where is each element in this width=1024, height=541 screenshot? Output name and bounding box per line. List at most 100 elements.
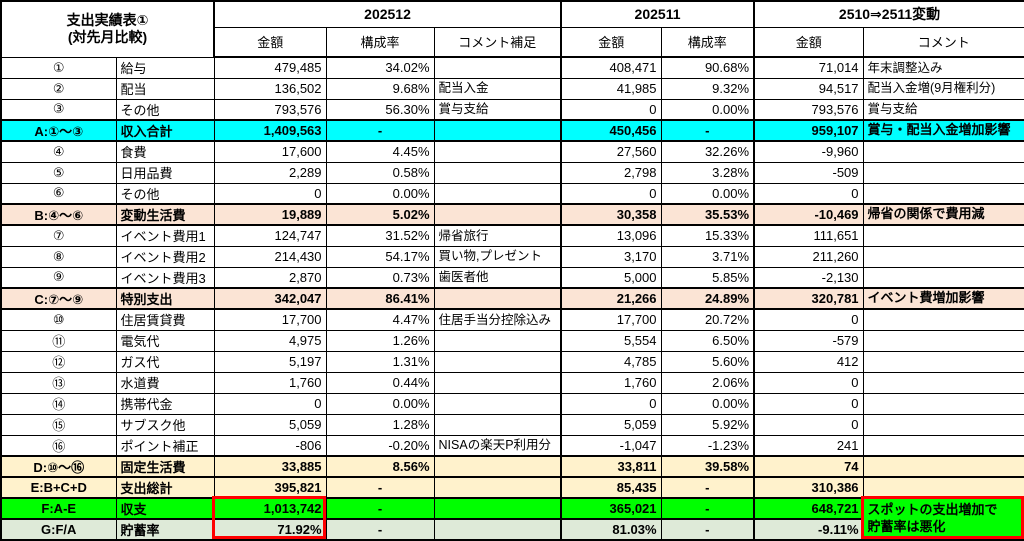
comment-cell-202512[interactable]: 帰省旅行 [433, 224, 563, 247]
item-label-cell[interactable]: 固定生活費 [115, 455, 215, 478]
amount-cell-202511[interactable]: 33,811 [560, 455, 662, 478]
ratio-cell-202512[interactable]: 0.00% [325, 182, 435, 205]
amount-cell-202512[interactable]: 1,409,563 [213, 119, 327, 142]
ratio-cell-202512[interactable]: 0.44% [325, 371, 435, 394]
amount-cell-202511[interactable]: 5,000 [560, 266, 662, 289]
comment-cell-202512[interactable] [433, 371, 563, 394]
row-id-cell[interactable]: ② [0, 77, 117, 100]
comment-cell-202512[interactable] [433, 119, 563, 142]
amount-cell-202511[interactable]: 408,471 [560, 56, 662, 79]
amount-cell-change[interactable]: 0 [753, 392, 864, 415]
row-id-cell[interactable]: ④ [0, 140, 117, 163]
comment-cell-change[interactable] [862, 476, 1024, 499]
comment-cell-202512[interactable] [433, 329, 563, 352]
amount-cell-202511[interactable]: 17,700 [560, 308, 662, 331]
item-label-cell[interactable]: 変動生活費 [115, 203, 215, 226]
ratio-cell-202511[interactable]: 15.33% [660, 224, 756, 247]
ratio-cell-202512[interactable]: 4.45% [325, 140, 435, 163]
amount-cell-change[interactable]: 111,651 [753, 224, 864, 247]
amount-cell-202512[interactable]: 5,197 [213, 350, 327, 373]
comment-cell-202512[interactable] [433, 518, 563, 541]
comment-cell-202512[interactable] [433, 56, 563, 79]
amount-cell-202511[interactable]: 0 [560, 98, 662, 121]
row-id-cell[interactable]: ⑪ [0, 329, 117, 352]
amount-cell-202512[interactable]: 5,059 [213, 413, 327, 436]
item-label-cell[interactable]: 日用品費 [115, 161, 215, 184]
comment-cell-change[interactable] [862, 224, 1024, 247]
row-id-cell[interactable]: ③ [0, 98, 117, 121]
row-id-cell[interactable]: D:⑩～⑯ [0, 455, 117, 478]
amount-cell-202511[interactable]: 0 [560, 392, 662, 415]
amount-cell-change[interactable]: -579 [753, 329, 864, 352]
comment-cell-change[interactable]: 年末調整込み [862, 56, 1024, 79]
item-label-cell[interactable]: 支出総計 [115, 476, 215, 499]
ratio-cell-202512[interactable]: 4.47% [325, 308, 435, 331]
ratio-cell-202512[interactable]: - [325, 476, 435, 499]
amount-cell-202512[interactable]: 342,047 [213, 287, 327, 310]
row-id-cell[interactable]: ⑨ [0, 266, 117, 289]
ratio-cell-202511[interactable]: -1.23% [660, 434, 756, 457]
item-label-cell[interactable]: 特別支出 [115, 287, 215, 310]
comment-cell-change[interactable] [862, 329, 1024, 352]
row-id-cell[interactable]: F:A-E [0, 497, 117, 520]
amount-cell-202512[interactable]: 214,430 [213, 245, 327, 268]
amount-cell-change[interactable]: 320,781 [753, 287, 864, 310]
amount-cell-202511[interactable]: 1,760 [560, 371, 662, 394]
amount-cell-change[interactable]: 412 [753, 350, 864, 373]
ratio-cell-202511[interactable]: 2.06% [660, 371, 756, 394]
amount-cell-202512[interactable]: 0 [213, 182, 327, 205]
item-label-cell[interactable]: イベント費用3 [115, 266, 215, 289]
amount-cell-202511[interactable]: 41,985 [560, 77, 662, 100]
comment-cell-change[interactable] [862, 350, 1024, 373]
row-id-cell[interactable]: ⑧ [0, 245, 117, 268]
ratio-cell-202512[interactable]: 0.58% [325, 161, 435, 184]
amount-cell-change[interactable]: 648,721 [753, 497, 864, 520]
amount-cell-202512[interactable]: 71.92% [213, 518, 327, 541]
item-label-cell[interactable]: 住居賃貸費 [115, 308, 215, 331]
ratio-cell-202511[interactable]: 5.60% [660, 350, 756, 373]
ratio-cell-202512[interactable]: 54.17% [325, 245, 435, 268]
comment-cell-change[interactable]: イベント費増加影響 [862, 287, 1024, 310]
amount-cell-202512[interactable]: 2,289 [213, 161, 327, 184]
ratio-cell-202511[interactable]: 35.53% [660, 203, 756, 226]
ratio-cell-202512[interactable]: 1.28% [325, 413, 435, 436]
amount-cell-202511[interactable]: 365,021 [560, 497, 662, 520]
header-amount-202512[interactable]: 金額 [213, 26, 327, 58]
header-comment-supplement[interactable]: コメント補足 [433, 26, 563, 58]
comment-cell-202512[interactable] [433, 287, 563, 310]
comment-cell-202512[interactable] [433, 161, 563, 184]
row-id-cell[interactable]: B:④～⑥ [0, 203, 117, 226]
item-label-cell[interactable]: ガス代 [115, 350, 215, 373]
amount-cell-change[interactable]: 0 [753, 413, 864, 436]
item-label-cell[interactable]: 収支 [115, 497, 215, 520]
row-id-cell[interactable]: ⑩ [0, 308, 117, 331]
amount-cell-change[interactable]: -9,960 [753, 140, 864, 163]
amount-cell-202511[interactable]: 2,798 [560, 161, 662, 184]
amount-cell-change[interactable]: 241 [753, 434, 864, 457]
header-comment-change[interactable]: コメント [862, 26, 1024, 58]
ratio-cell-202512[interactable]: 0.73% [325, 266, 435, 289]
comment-cell-202512[interactable]: 歯医者他 [433, 266, 563, 289]
comment-cell-change[interactable] [862, 266, 1024, 289]
row-id-cell[interactable]: ⑤ [0, 161, 117, 184]
ratio-cell-202511[interactable]: 0.00% [660, 392, 756, 415]
item-label-cell[interactable]: 給与 [115, 56, 215, 79]
ratio-cell-202512[interactable]: - [325, 119, 435, 142]
amount-cell-202512[interactable]: 19,889 [213, 203, 327, 226]
row-id-cell[interactable]: ⑥ [0, 182, 117, 205]
ratio-cell-202511[interactable]: 5.92% [660, 413, 756, 436]
ratio-cell-202511[interactable]: 39.58% [660, 455, 756, 478]
amount-cell-202511[interactable]: 450,456 [560, 119, 662, 142]
comment-cell-202512[interactable]: 賞与支給 [433, 98, 563, 121]
ratio-cell-202512[interactable]: - [325, 518, 435, 541]
item-label-cell[interactable]: サブスク他 [115, 413, 215, 436]
amount-cell-202511[interactable]: 27,560 [560, 140, 662, 163]
comment-cell-202512[interactable] [433, 497, 563, 520]
comment-cell-202512[interactable] [433, 140, 563, 163]
item-label-cell[interactable]: イベント費用2 [115, 245, 215, 268]
amount-cell-change[interactable]: 0 [753, 371, 864, 394]
comment-cell-202512[interactable] [433, 350, 563, 373]
comment-cell-202512[interactable] [433, 182, 563, 205]
ratio-cell-202511[interactable]: - [660, 119, 756, 142]
comment-cell-change[interactable] [862, 392, 1024, 415]
